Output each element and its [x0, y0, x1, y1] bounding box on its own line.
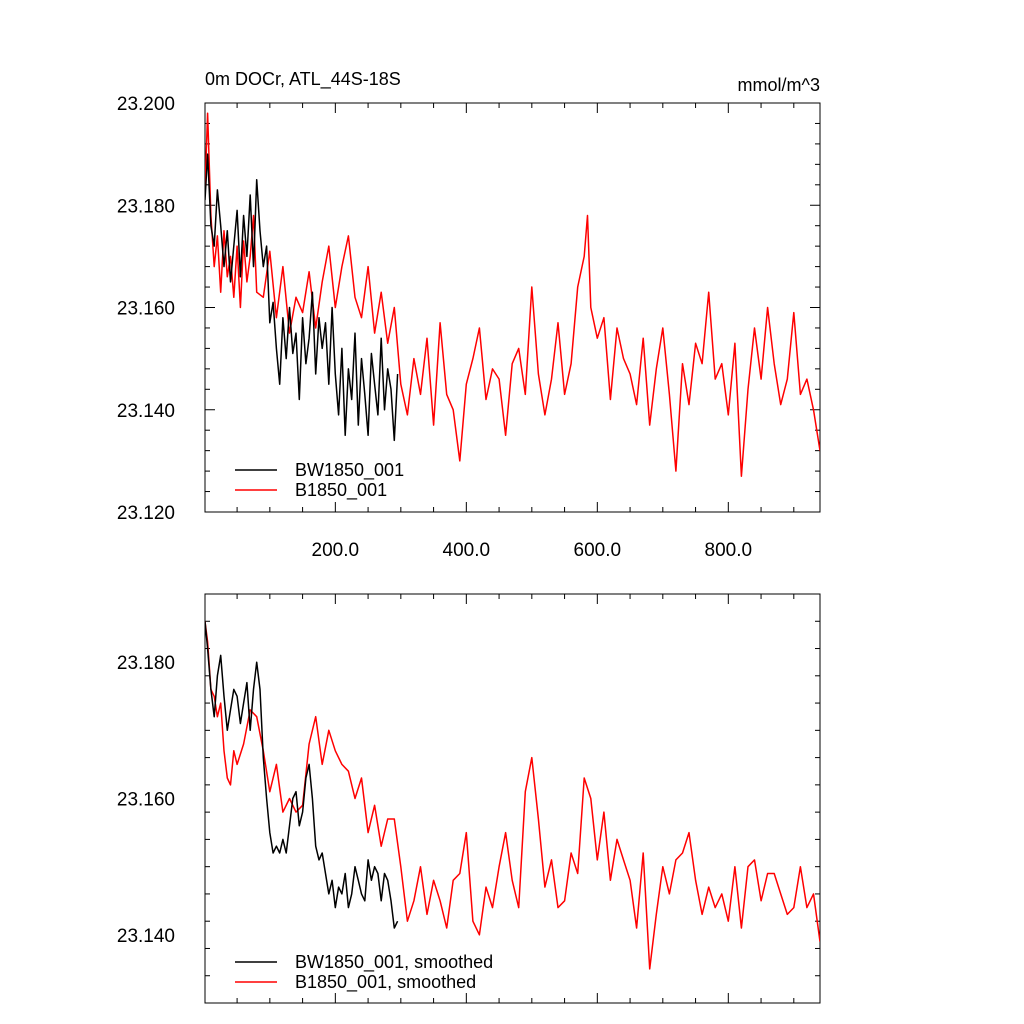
legend-label: BW1850_001, smoothed: [295, 952, 493, 973]
y-tick-label: 23.120: [117, 503, 175, 524]
plot-frame: [204, 593, 821, 1004]
y-tick-label: 23.180: [117, 653, 175, 674]
x-tick-label: 800.0: [705, 540, 753, 561]
y-tick-label: 23.160: [117, 790, 175, 811]
legend-label: B1850_001: [295, 480, 387, 501]
x-tick-label: 200.0: [312, 540, 360, 561]
x-tick-label: 400.0: [443, 540, 491, 561]
chart-title: 0m DOCr, ATL_44S-18S: [205, 69, 401, 90]
y-tick-label: 23.140: [117, 401, 175, 422]
units-label: mmol/m^3: [738, 75, 820, 95]
top-panel: 23.120 23.140 23.160 23.180 23.200 200.0 400.0…: [117, 69, 821, 561]
x-tick-label: 600.0: [574, 540, 622, 561]
series-line-0: [205, 621, 399, 929]
y-tick-label: 23.140: [117, 926, 175, 947]
legend-label: B1850_001, smoothed: [295, 972, 476, 993]
series-line-0: [205, 153, 399, 442]
y-tick-label: 23.160: [117, 299, 175, 320]
series-line-1: [205, 112, 820, 477]
plot-frame: [204, 102, 821, 513]
legend-label: BW1850_001: [295, 460, 404, 481]
y-tick-label: 23.200: [117, 94, 175, 115]
series-line-1: [205, 621, 820, 970]
y-tick-label: 23.180: [117, 196, 175, 217]
bottom-panel: 23.140 23.160 23.180 BW1850_001, smoothedB1…: [117, 593, 821, 1004]
